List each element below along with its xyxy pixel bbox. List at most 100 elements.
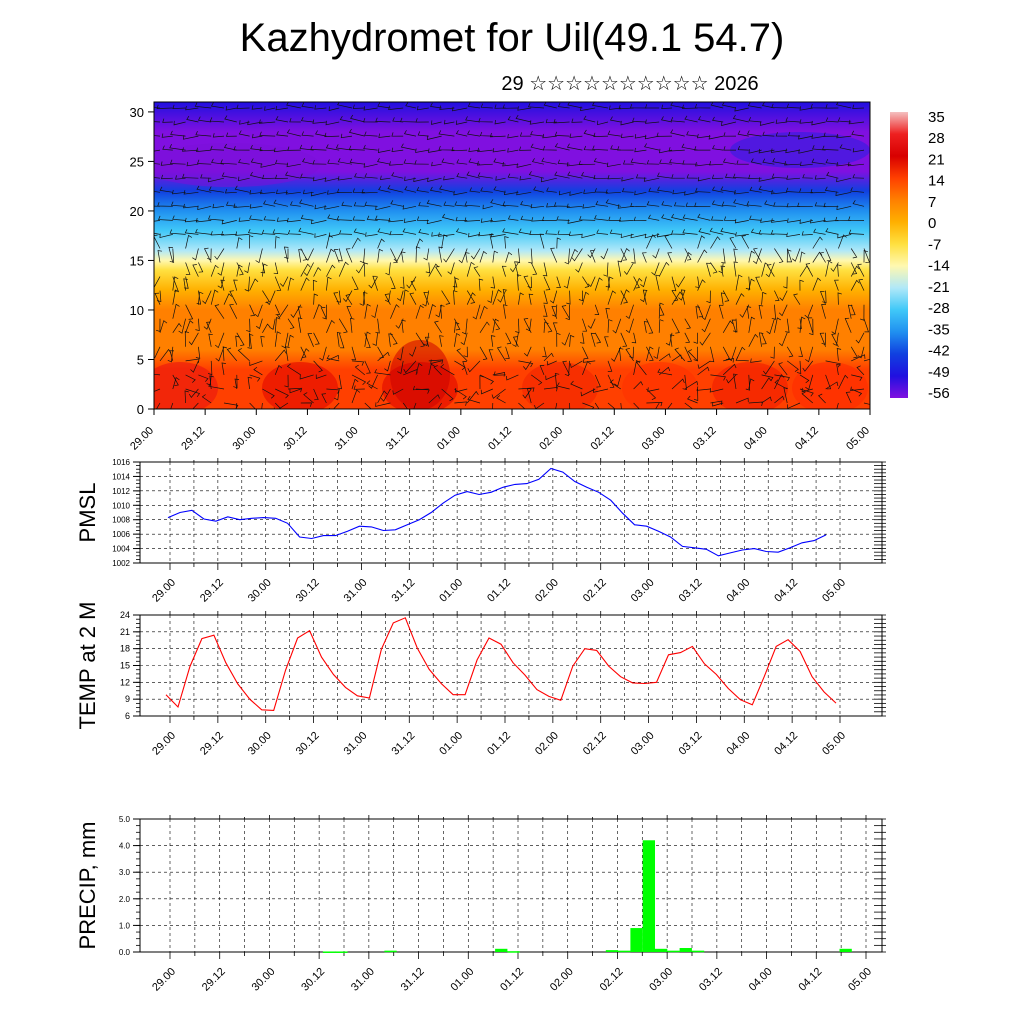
wind-barb xyxy=(506,374,519,381)
wind-barb xyxy=(299,199,314,207)
wind-barb xyxy=(364,173,378,179)
wind-barb xyxy=(814,202,826,207)
wind-barb xyxy=(625,304,634,319)
wind-barb xyxy=(821,304,826,319)
wind-barb xyxy=(249,304,256,317)
wind-barb xyxy=(185,262,191,275)
wind-barb xyxy=(273,147,289,153)
wind-barb xyxy=(154,388,161,392)
wind-barb xyxy=(453,190,468,196)
wind-barb xyxy=(333,292,340,305)
x-tick-label: 30.12 xyxy=(282,425,310,453)
wind-barb xyxy=(644,233,660,239)
wind-barb xyxy=(185,105,199,111)
wind-barb xyxy=(492,148,506,153)
wind-barb xyxy=(404,186,417,193)
wind-barb xyxy=(745,276,751,290)
wind-barb xyxy=(518,360,534,368)
wind-barb xyxy=(224,115,237,123)
x-tick-label: 02.12 xyxy=(588,425,616,453)
wind-barb xyxy=(343,290,353,303)
wind-barb xyxy=(489,132,506,138)
wind-barb xyxy=(378,133,391,138)
wind-barb xyxy=(531,158,545,165)
precip-bar xyxy=(495,948,508,952)
wind-barb xyxy=(850,265,860,277)
wind-barb xyxy=(361,189,378,194)
wind-barb xyxy=(855,332,865,344)
wind-barb xyxy=(697,235,706,249)
wind-barb xyxy=(377,228,391,235)
wind-barb xyxy=(826,171,839,179)
wind-barb xyxy=(634,134,647,139)
wind-barb xyxy=(607,374,615,389)
wind-barb xyxy=(671,318,680,334)
wind-barb xyxy=(510,262,519,273)
wind-barb xyxy=(694,103,711,109)
wind-barb xyxy=(203,247,212,263)
wind-barb xyxy=(210,289,219,305)
wind-barb xyxy=(528,171,545,179)
wind-barb xyxy=(863,250,869,263)
wind-barb xyxy=(221,231,237,236)
wind-barb xyxy=(825,260,833,277)
wind-barb xyxy=(633,216,647,221)
wind-barb xyxy=(374,215,391,221)
wind-barb xyxy=(456,348,468,362)
wind-barb xyxy=(554,202,570,207)
wind-barb xyxy=(570,360,583,369)
wind-barb xyxy=(823,132,839,137)
wind-barb xyxy=(304,248,314,261)
wind-barb xyxy=(169,248,175,263)
wind-barb xyxy=(336,331,342,347)
wind-barb xyxy=(326,319,335,333)
colorbar-label: 7 xyxy=(928,194,936,211)
wind-barb xyxy=(636,360,647,376)
x-tick-label: 29.00 xyxy=(128,425,156,453)
wind-barb xyxy=(168,246,174,263)
wind-barb xyxy=(351,389,361,404)
wind-barb xyxy=(426,219,442,225)
wind-barb xyxy=(658,353,671,362)
wind-barb xyxy=(783,276,788,289)
wind-barb xyxy=(852,148,865,153)
wind-barb xyxy=(747,102,762,109)
wind-barb xyxy=(478,231,493,237)
wind-barb xyxy=(233,146,250,151)
wind-barb xyxy=(480,388,493,395)
wind-barb xyxy=(848,119,865,125)
wind-barb xyxy=(274,276,282,291)
wind-barb xyxy=(221,172,237,179)
wind-barb xyxy=(260,262,266,274)
wind-barb xyxy=(850,279,860,291)
wind-barb xyxy=(515,114,532,123)
wind-barb xyxy=(786,203,801,208)
wind-barb xyxy=(520,200,532,207)
wind-barb xyxy=(276,189,289,195)
wind-barb xyxy=(488,349,494,362)
wind-barb xyxy=(221,362,226,375)
wind-barb xyxy=(182,147,199,152)
wind-barb xyxy=(351,378,359,390)
wind-barb xyxy=(262,263,268,277)
wind-barb xyxy=(286,162,301,168)
wind-barb xyxy=(762,158,775,165)
y-tick-label: 9 xyxy=(125,694,130,704)
wind-barb xyxy=(729,236,737,249)
wind-barb xyxy=(551,305,558,319)
wind-barb xyxy=(823,217,839,222)
wind-barb xyxy=(184,331,190,347)
wind-barb xyxy=(554,131,570,137)
wind-barb xyxy=(798,346,803,357)
wind-barb xyxy=(274,402,282,409)
y-axis-title: PMSL xyxy=(75,483,100,543)
wind-barb xyxy=(190,360,199,373)
wind-barb xyxy=(673,201,685,207)
wind-barb xyxy=(392,388,404,395)
wind-barb xyxy=(592,145,609,151)
wind-barb xyxy=(533,186,545,193)
wind-barb xyxy=(632,117,647,123)
wind-barb xyxy=(188,332,199,346)
wind-barb xyxy=(517,106,532,111)
wind-barb xyxy=(644,134,660,140)
